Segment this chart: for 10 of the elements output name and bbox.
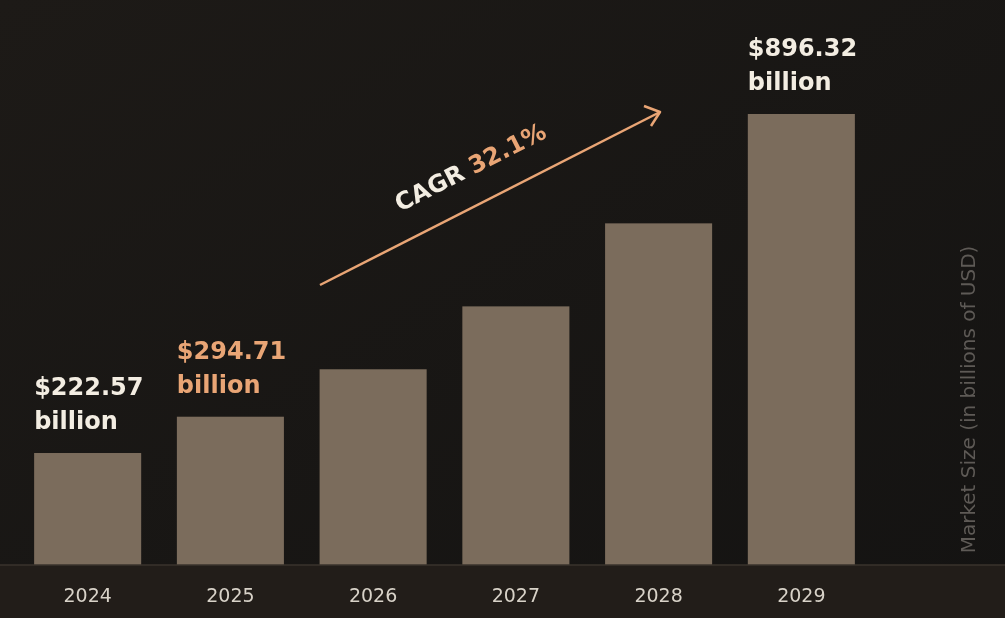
data-label: $222.57 billion bbox=[34, 373, 144, 436]
x-tick-label: 2029 bbox=[777, 584, 826, 606]
data-label: $896.32 billion bbox=[747, 34, 858, 96]
y-axis-title: Market Size (in billions of USD) bbox=[956, 245, 980, 554]
x-tick-label: 2026 bbox=[348, 584, 398, 606]
x-tick-label: 2028 bbox=[634, 584, 683, 606]
x-tick-label: 2024 bbox=[63, 584, 112, 606]
data-label: $294.71 billion bbox=[176, 336, 287, 399]
x-tick-label: 2025 bbox=[206, 584, 255, 606]
x-tick-label: 2027 bbox=[491, 584, 541, 606]
